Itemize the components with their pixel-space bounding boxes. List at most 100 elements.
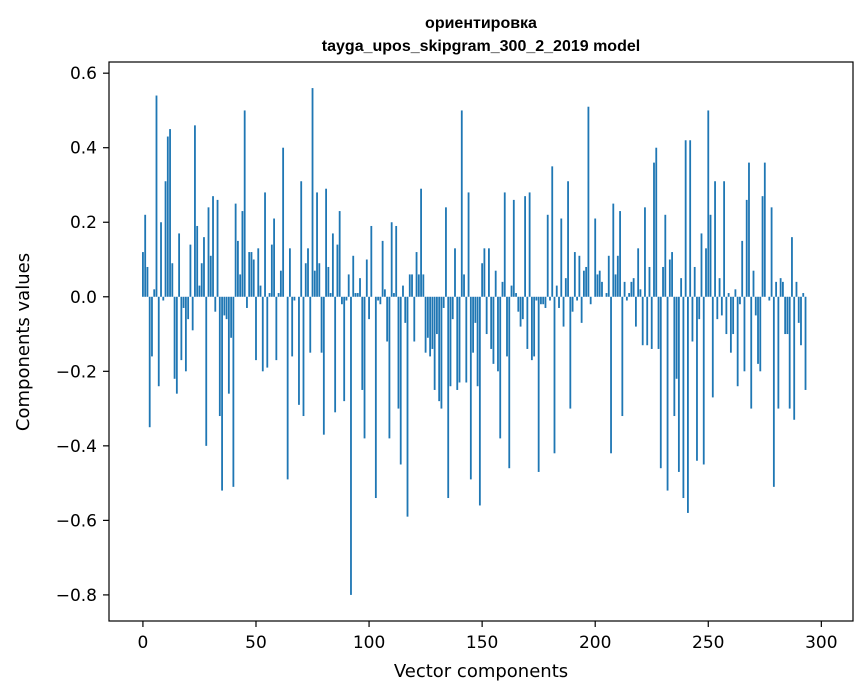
bar: [476, 296, 479, 387]
bar: [221, 296, 223, 491]
bar: [800, 296, 802, 346]
bar: [178, 233, 181, 297]
bar: [741, 240, 744, 297]
bar: [616, 255, 619, 297]
bar: [216, 199, 219, 297]
bar: [612, 203, 615, 297]
bar: [488, 248, 490, 297]
bar: [791, 237, 793, 297]
bar: [625, 296, 628, 301]
bar: [252, 259, 255, 297]
bar: [474, 296, 477, 323]
bar: [327, 266, 330, 297]
bar: [535, 296, 538, 301]
bar: [607, 255, 610, 297]
bar: [449, 296, 452, 387]
bar: [675, 296, 678, 379]
bar: [205, 296, 208, 446]
bar: [725, 296, 728, 335]
bar: [732, 296, 735, 335]
bar: [198, 285, 201, 297]
bar: [243, 110, 246, 297]
bar: [356, 293, 359, 297]
bar: [196, 225, 199, 297]
bar: [598, 270, 601, 297]
bar: [605, 293, 608, 297]
bar: [610, 296, 612, 454]
bar: [560, 218, 563, 297]
bar: [417, 274, 420, 297]
bar: [343, 296, 346, 402]
bar: [451, 296, 454, 320]
bar: [227, 296, 230, 394]
bar: [329, 293, 332, 297]
bar: [207, 207, 210, 297]
bar: [472, 296, 474, 353]
y-tick-label: −0.2: [56, 362, 97, 382]
bar: [302, 296, 305, 417]
bar: [200, 263, 203, 297]
bar: [223, 296, 226, 316]
bar: [517, 296, 520, 312]
bar: [802, 293, 805, 297]
bar: [553, 296, 556, 454]
bar: [322, 296, 325, 435]
bar: [508, 296, 511, 469]
bar: [173, 296, 176, 379]
bar: [754, 296, 757, 316]
bar: [144, 214, 147, 297]
bar: [757, 296, 759, 364]
bar: [804, 296, 807, 390]
bar: [153, 289, 156, 297]
bar: [777, 296, 780, 409]
chart-title-line1: ориентировка: [425, 15, 537, 32]
bar: [549, 296, 551, 301]
bar: [270, 244, 273, 297]
bar: [191, 296, 194, 331]
bar: [234, 203, 237, 297]
bars-group: [142, 88, 807, 595]
bar: [157, 296, 160, 387]
bar: [684, 140, 687, 297]
bar: [555, 285, 558, 297]
bar: [318, 263, 321, 297]
bar: [164, 181, 167, 297]
bar: [503, 192, 506, 297]
bar: [637, 248, 640, 297]
bar: [528, 192, 531, 297]
bar: [646, 296, 649, 346]
bar: [282, 147, 285, 297]
bar: [734, 289, 737, 297]
bar: [786, 296, 789, 335]
bar: [772, 296, 775, 487]
bar: [399, 296, 402, 465]
bar: [759, 296, 762, 372]
bar: [639, 289, 642, 297]
bar: [653, 162, 655, 297]
bar: [793, 296, 796, 420]
bar: [239, 274, 242, 297]
bar: [585, 266, 588, 297]
bar: [406, 296, 409, 517]
bar: [248, 252, 251, 297]
bar: [580, 296, 583, 323]
bar: [578, 255, 581, 297]
bar: [501, 281, 504, 297]
bar: [635, 296, 637, 327]
bar: [594, 218, 597, 297]
bar: [246, 296, 248, 308]
bar: [720, 296, 723, 316]
bar: [383, 289, 386, 297]
bar: [797, 296, 800, 323]
bar: [429, 296, 432, 357]
bar: [264, 192, 266, 297]
bar: [781, 281, 784, 297]
bar: [564, 278, 567, 297]
bar: [237, 240, 239, 297]
plot-frame: [108, 61, 854, 622]
x-tick-label: 150: [466, 633, 498, 653]
bar: [623, 281, 626, 297]
bar: [567, 181, 569, 297]
